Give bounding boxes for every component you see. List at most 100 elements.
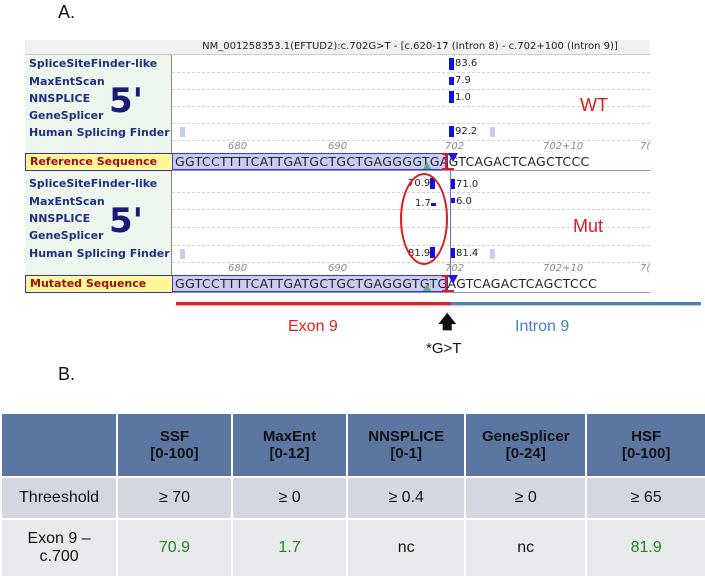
row-label: Threeshold xyxy=(2,478,117,518)
intron-9-label: Intron 9 xyxy=(515,318,570,335)
mutation-position-triangle-icon xyxy=(423,284,431,291)
exon-9-bar xyxy=(176,302,451,305)
divider xyxy=(172,292,650,293)
grid-line xyxy=(172,123,650,124)
mutated-sequence-label: Mutated Sequence xyxy=(25,275,175,293)
tool-label-hsf: Human Splicing Finder xyxy=(29,247,170,260)
viewer-title: NM_001258353.1(EFTUD2):c.702G>T - [c.620… xyxy=(170,40,650,55)
tick-702-plus-10: 702+10 xyxy=(543,263,584,274)
tick-690: 690 xyxy=(328,141,348,152)
tool-label-maxent: MaxEntScan xyxy=(29,195,105,208)
header-empty xyxy=(2,414,117,476)
mutation-position-triangle-icon xyxy=(423,162,431,169)
cell-maxent: 1.7 xyxy=(232,520,347,576)
new-site-highlight-circle xyxy=(400,173,448,265)
wt-hsf-bar xyxy=(449,126,454,137)
mut-hsf-bar xyxy=(451,248,455,258)
grid-line xyxy=(172,106,650,107)
tick-680: 680 xyxy=(228,141,248,152)
tick-702-plus-10: 702+10 xyxy=(543,141,584,152)
mut-hsf-minor-bar xyxy=(490,249,495,259)
cell-nnsplice: ≥ 0.4 xyxy=(348,478,465,518)
table-row-threshold: Threeshold ≥ 70 ≥ 0 ≥ 0.4 ≥ 0 ≥ 65 xyxy=(2,478,705,518)
wt-hsf-score: 92.2 xyxy=(455,126,478,137)
wt-nnsplice-bar xyxy=(449,91,454,103)
tick-712: 7( xyxy=(640,263,651,274)
mut-hsf-score: 81.4 xyxy=(456,248,479,259)
panel-b-label: B. xyxy=(58,364,76,384)
table-row-exon9: Exon 9 – c.700 70.9 1.7 nc nc 81.9 xyxy=(2,520,705,576)
tool-label-nnsplice: NNSPLICE xyxy=(29,212,91,225)
reference-sequence: GGTCCTTTTCATTGATGCTGCTGAGGGGTGAGTCAGACTC… xyxy=(175,154,590,169)
intron-9-bar xyxy=(451,302,701,305)
wt-ssf-score: 83.6 xyxy=(455,58,478,69)
wt-maxent-score: 7.9 xyxy=(455,75,471,86)
mutation-label: *G>T xyxy=(426,340,462,357)
splice-marker-bottom xyxy=(442,168,454,170)
hsf-minor-bar xyxy=(180,127,185,137)
tick-690: 690 xyxy=(328,263,348,274)
header-maxent: MaxEnt [0-12] xyxy=(232,414,347,476)
tool-label-genesplicer: GeneSplicer xyxy=(29,229,104,242)
grid-line xyxy=(172,140,650,141)
tick-702: 702 xyxy=(445,141,465,152)
tick-702: 702 xyxy=(445,263,465,274)
cell-ssf: 70.9 xyxy=(118,520,231,576)
grid-line xyxy=(172,72,650,73)
reference-highlight xyxy=(172,153,448,170)
splice-site-line xyxy=(450,170,451,276)
cell-maxent: ≥ 0 xyxy=(232,478,347,518)
header-genesplicer: GeneSplicer [0-24] xyxy=(466,414,586,476)
tool-label-maxent: MaxEntScan xyxy=(29,75,105,88)
mut-label: Mut xyxy=(573,216,604,236)
viewer-title-bar-left xyxy=(25,40,170,55)
wt-hsf-minor-bar xyxy=(490,127,495,137)
splice-marker-bottom xyxy=(442,290,454,292)
mut-ssf-score: 71.0 xyxy=(456,179,479,190)
header-hsf: HSF [0-100] xyxy=(587,414,705,476)
divider xyxy=(172,170,650,171)
cell-nnsplice: nc xyxy=(348,520,465,576)
five-prime-label: 5' xyxy=(109,201,144,241)
mutation-arrow-icon: 🡅 xyxy=(438,312,457,333)
wt-ssf-bar xyxy=(449,58,454,70)
tool-label-genesplicer: GeneSplicer xyxy=(29,109,104,122)
wt-label: WT xyxy=(580,95,608,115)
header-nnsplice: NNSPLICE [0-1] xyxy=(348,414,465,476)
cell-genesplicer: ≥ 0 xyxy=(466,478,586,518)
reference-sequence-label: Reference Sequence xyxy=(25,153,175,171)
tick-680: 680 xyxy=(228,263,248,274)
tick-712: 7( xyxy=(640,141,651,152)
results-table: SSF [0-100] MaxEnt [0-12] NNSPLICE [0-1] Ge… xyxy=(0,412,705,578)
table-header-row: SSF [0-100] MaxEnt [0-12] NNSPLICE [0-1] Ge… xyxy=(2,414,705,476)
cell-hsf: ≥ 65 xyxy=(587,478,705,518)
row-label: Exon 9 – c.700 xyxy=(2,520,117,576)
tool-label-nnsplice: NNSPLICE xyxy=(29,92,91,105)
splice-site-arrow-icon xyxy=(448,153,458,162)
mut-tool-labels: SpliceSiteFinder-like MaxEntScan NNSPLIC… xyxy=(25,171,172,275)
grid-line xyxy=(172,89,650,90)
mutated-sequence: GGTCCTTTTCATTGATGCTGCTGAGGGTGTGAGTCAGACT… xyxy=(175,276,598,291)
tool-label-ssf: SpliceSiteFinder-like xyxy=(29,57,158,70)
panel-a-label: A. xyxy=(58,2,76,22)
wt-tool-labels: SpliceSiteFinder-like MaxEntScan NNSPLIC… xyxy=(25,55,172,153)
cell-genesplicer: nc xyxy=(466,520,586,576)
splice-site-arrow-icon xyxy=(448,275,458,284)
header-ssf: SSF [0-100] xyxy=(118,414,231,476)
mut-ssf-bar xyxy=(451,179,455,189)
mut-maxent-score: 6.0 xyxy=(456,196,472,207)
wt-maxent-bar xyxy=(449,77,454,85)
tool-label-hsf: Human Splicing Finder xyxy=(29,126,170,139)
tool-label-ssf: SpliceSiteFinder-like xyxy=(29,177,158,190)
mut-maxent-bar xyxy=(451,198,455,203)
five-prime-label: 5' xyxy=(109,81,144,121)
cell-ssf: ≥ 70 xyxy=(118,478,231,518)
splice-marker-left xyxy=(445,275,447,292)
cell-hsf: 81.9 xyxy=(587,520,705,576)
hsf-minor-bar xyxy=(180,249,185,259)
grid-line xyxy=(172,262,650,263)
exon-9-label: Exon 9 xyxy=(288,318,338,335)
mutated-highlight xyxy=(172,275,448,292)
wt-nnsplice-score: 1.0 xyxy=(455,92,471,103)
splice-marker-left xyxy=(445,153,447,170)
